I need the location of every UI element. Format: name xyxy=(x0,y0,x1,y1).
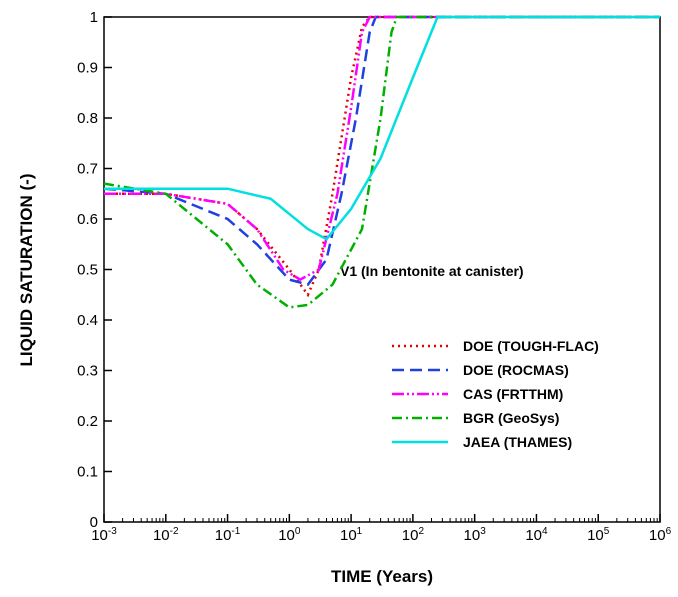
series-line xyxy=(103,15,660,287)
y-tick-label: 0.4 xyxy=(77,312,98,329)
y-tick-label: 0.3 xyxy=(77,363,98,380)
legend-label: DOE (ROCMAS) xyxy=(463,362,569,378)
x-tick-label: 101 xyxy=(340,526,363,544)
x-tick-label: 10-1 xyxy=(215,526,241,544)
series-line xyxy=(103,15,660,309)
y-tick-label: 0 xyxy=(90,514,98,531)
series-line xyxy=(104,15,660,298)
legend-label: JAEA (THAMES) xyxy=(463,434,572,450)
x-axis-label: TIME (Years) xyxy=(331,567,433,586)
x-tick-label: 105 xyxy=(587,526,610,544)
y-tick-label: 0.1 xyxy=(77,464,98,481)
y-tick-label: 0.6 xyxy=(77,211,98,228)
x-tick-label: 103 xyxy=(464,526,487,544)
y-tick-label: 0.2 xyxy=(77,413,98,430)
x-tick-label: 106 xyxy=(649,526,672,544)
x-tick-label: 104 xyxy=(525,526,548,544)
x-tick-label: 10-2 xyxy=(153,526,179,544)
x-tick-label: 10-3 xyxy=(91,526,117,544)
series-line xyxy=(104,15,660,241)
series-line xyxy=(104,15,660,282)
annotation: V1 (In bentonite at canister) xyxy=(340,263,524,279)
legend-label: DOE (TOUGH-FLAC) xyxy=(463,338,599,354)
y-tick-label: 1 xyxy=(90,9,98,26)
x-tick-label: 100 xyxy=(278,526,301,544)
y-tick-label: 0.7 xyxy=(77,161,98,178)
legend-label: CAS (FRTTHM) xyxy=(463,386,563,402)
x-tick-label: 102 xyxy=(402,526,425,544)
y-tick-label: 0.9 xyxy=(77,60,98,77)
y-tick-label: 0.5 xyxy=(77,262,98,279)
legend-label: BGR (GeoSys) xyxy=(463,410,559,426)
y-tick-label: 0.8 xyxy=(77,110,98,127)
y-axis-label: LIQUID SATURATION (-) xyxy=(17,174,36,367)
